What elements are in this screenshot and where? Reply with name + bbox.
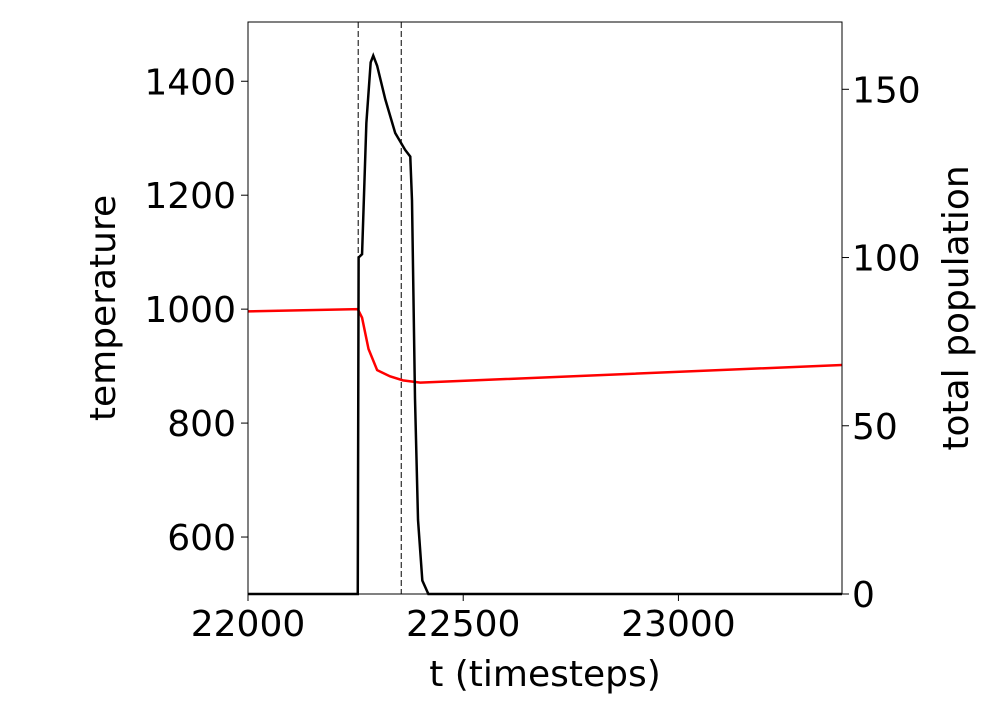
y-tick-label: 600 [167, 518, 236, 559]
y2-tick-label: 50 [852, 407, 898, 448]
y2-axis-label: total population [936, 165, 977, 450]
y2-tick-label: 150 [852, 70, 921, 111]
x-tick-label: 22500 [406, 604, 521, 645]
series-line [247, 307, 843, 384]
y-tick-label: 1000 [144, 290, 236, 331]
plot-frame [247, 21, 843, 595]
series-line [248, 52, 842, 596]
x-tick-label: 22000 [191, 604, 306, 645]
y2-tick-label: 0 [852, 575, 875, 616]
x-axis-label: t (timesteps) [429, 654, 661, 695]
x-tick-label: 23000 [621, 604, 736, 645]
y2-tick-label: 100 [852, 239, 921, 280]
y-axis-label: temperature [83, 195, 124, 421]
y-tick-label: 1400 [144, 62, 236, 103]
y-tick-label: 800 [167, 404, 236, 445]
y-tick-label: 1200 [144, 176, 236, 217]
